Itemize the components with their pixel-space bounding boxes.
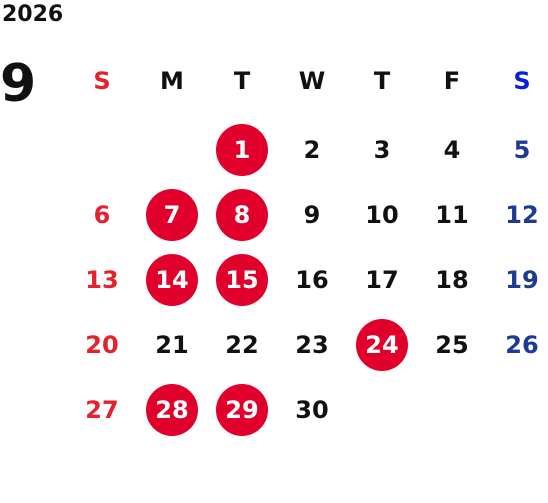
day-cell: 22 [225, 331, 259, 359]
day-cell: 10 [365, 201, 399, 229]
day-cell: 6 [93, 201, 111, 229]
day-cell: 2 [303, 136, 321, 164]
day-cell: 26 [505, 331, 539, 359]
day-cell: 20 [85, 331, 119, 359]
day-cell: 12 [505, 201, 539, 229]
weekday-header: W [298, 67, 326, 95]
day-cell: 23 [295, 331, 329, 359]
weekday-header: S [93, 67, 111, 95]
calendar-year: 2026 [2, 2, 64, 27]
highlighted-day-cell: 7 [146, 189, 198, 241]
weekday-header: M [160, 67, 184, 95]
highlighted-day-cell: 14 [146, 254, 198, 306]
weekday-header: T [233, 67, 251, 95]
day-cell: 30 [295, 396, 329, 424]
highlighted-day-cell: 28 [146, 384, 198, 436]
day-cell: 3 [373, 136, 391, 164]
day-cell: 27 [85, 396, 119, 424]
highlighted-day-cell: 15 [216, 254, 268, 306]
day-cell: 4 [443, 136, 461, 164]
day-cell: 9 [303, 201, 321, 229]
day-cell: 17 [365, 266, 399, 294]
day-cell: 21 [155, 331, 189, 359]
day-cell: 11 [435, 201, 469, 229]
day-cell: 5 [513, 136, 531, 164]
weekday-header: S [513, 67, 531, 95]
highlighted-day-cell: 24 [356, 319, 408, 371]
day-cell: 25 [435, 331, 469, 359]
weekday-header: T [373, 67, 391, 95]
weekday-header: F [443, 67, 461, 95]
day-cell: 16 [295, 266, 329, 294]
day-cell: 18 [435, 266, 469, 294]
day-cell: 19 [505, 266, 539, 294]
highlighted-day-cell: 29 [216, 384, 268, 436]
calendar-month: 9 [0, 54, 37, 114]
day-cell: 13 [85, 266, 119, 294]
highlighted-day-cell: 8 [216, 189, 268, 241]
highlighted-day-cell: 1 [216, 124, 268, 176]
